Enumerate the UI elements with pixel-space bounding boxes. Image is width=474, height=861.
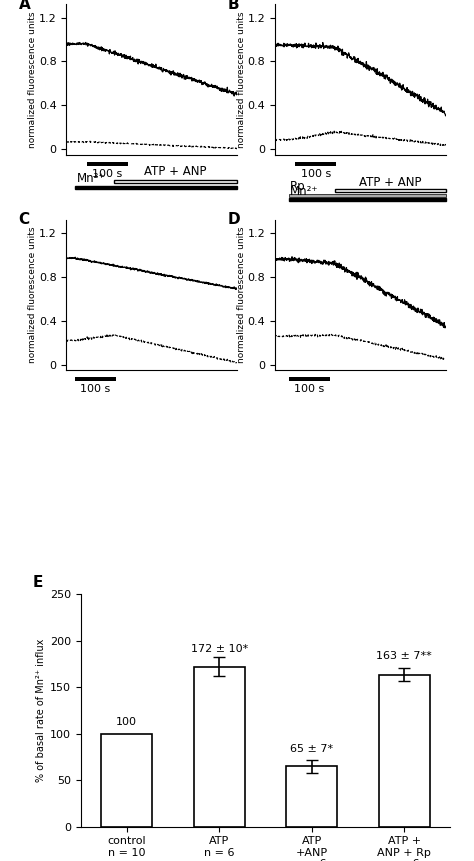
Bar <box>87 162 128 166</box>
Text: Rp: Rp <box>290 180 306 193</box>
Text: 100: 100 <box>116 717 137 727</box>
Bar <box>114 180 237 183</box>
Text: D: D <box>227 212 240 227</box>
Bar <box>75 186 237 189</box>
Bar <box>289 199 446 201</box>
Y-axis label: % of basal rate of Mn²⁺ influx: % of basal rate of Mn²⁺ influx <box>36 639 46 782</box>
Text: B: B <box>227 0 239 12</box>
Bar <box>286 766 337 827</box>
Bar <box>295 162 337 166</box>
Text: 163 ± 7**: 163 ± 7** <box>376 651 432 661</box>
Y-axis label: normalized fluorescence units: normalized fluorescence units <box>237 11 246 148</box>
Bar <box>75 377 116 381</box>
Text: E: E <box>33 575 43 591</box>
Text: 100 s: 100 s <box>294 384 324 394</box>
Bar <box>379 675 429 827</box>
Text: A: A <box>18 0 30 12</box>
Text: ATP + ANP: ATP + ANP <box>144 165 207 178</box>
Bar <box>101 734 152 827</box>
Text: 172 ± 10*: 172 ± 10* <box>191 644 248 653</box>
Text: Mn²⁺: Mn²⁺ <box>290 185 319 198</box>
Text: Mn²⁺: Mn²⁺ <box>77 171 105 184</box>
Text: 65 ± 7*: 65 ± 7* <box>290 744 333 754</box>
Bar <box>289 377 329 381</box>
Y-axis label: normalized fluorescence units: normalized fluorescence units <box>28 11 37 148</box>
Bar <box>194 666 245 827</box>
Text: 100 s: 100 s <box>80 384 110 394</box>
Text: ATP + ANP: ATP + ANP <box>359 176 421 189</box>
Y-axis label: normalized fluorescence units: normalized fluorescence units <box>28 226 37 363</box>
Text: C: C <box>18 212 30 227</box>
Y-axis label: normalized fluorescence units: normalized fluorescence units <box>237 226 246 363</box>
Bar <box>289 194 446 197</box>
Text: 100 s: 100 s <box>92 169 122 179</box>
Bar <box>335 189 446 193</box>
Text: 100 s: 100 s <box>301 169 331 179</box>
